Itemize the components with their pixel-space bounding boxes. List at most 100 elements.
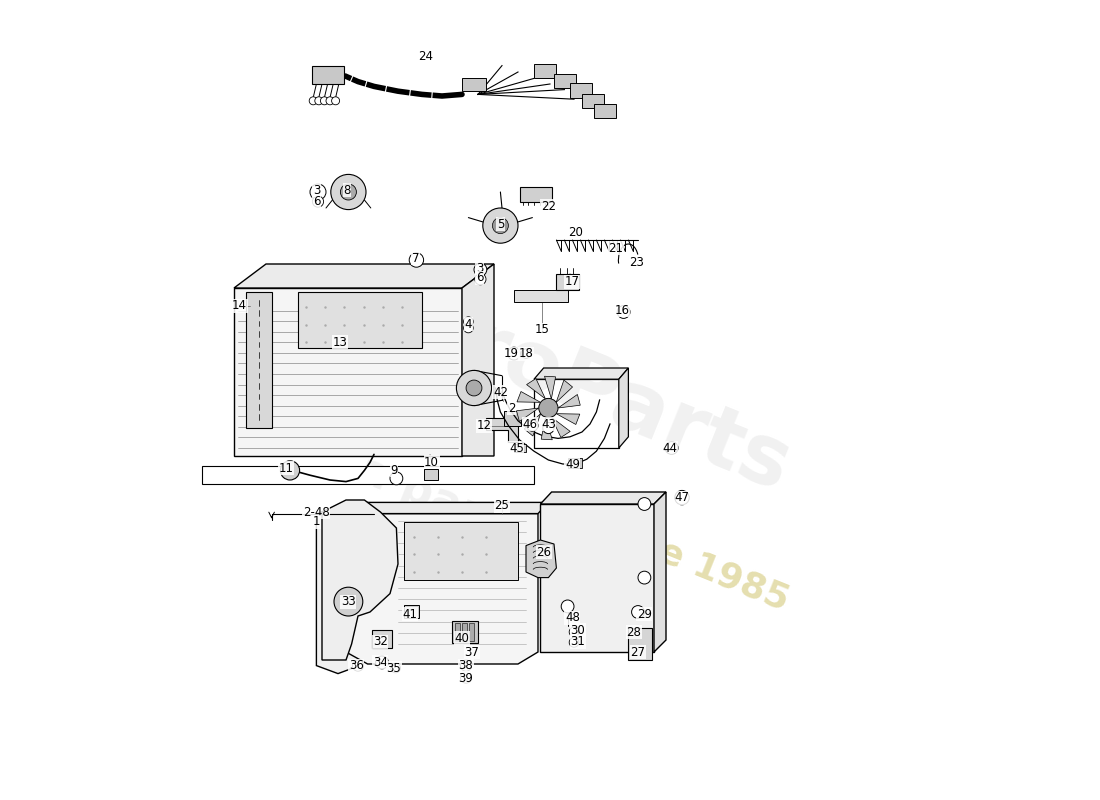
Bar — [628, 632, 638, 640]
Text: 41: 41 — [403, 608, 418, 621]
Bar — [424, 469, 438, 480]
Text: 6: 6 — [312, 195, 320, 208]
Text: 2: 2 — [508, 402, 515, 414]
Circle shape — [352, 660, 364, 671]
Polygon shape — [544, 376, 556, 399]
Polygon shape — [234, 288, 462, 456]
Text: 11: 11 — [278, 462, 294, 474]
Bar — [470, 623, 474, 641]
Circle shape — [310, 184, 326, 200]
Circle shape — [312, 196, 323, 207]
Bar — [557, 274, 579, 290]
Text: 45: 45 — [509, 442, 524, 454]
Polygon shape — [540, 504, 654, 652]
Circle shape — [539, 398, 558, 418]
Circle shape — [617, 306, 630, 318]
Polygon shape — [551, 417, 570, 438]
Polygon shape — [202, 466, 534, 484]
Circle shape — [390, 472, 403, 485]
Polygon shape — [526, 540, 557, 578]
Circle shape — [542, 422, 554, 434]
Circle shape — [527, 420, 538, 431]
Text: 30: 30 — [571, 624, 585, 637]
Text: 16: 16 — [615, 304, 629, 317]
Bar — [514, 444, 526, 452]
Polygon shape — [346, 514, 538, 664]
Text: 47: 47 — [674, 491, 690, 504]
Polygon shape — [405, 522, 518, 580]
Bar — [462, 78, 486, 91]
Bar — [594, 104, 616, 118]
Text: 4: 4 — [464, 318, 472, 330]
Circle shape — [674, 490, 690, 505]
Circle shape — [561, 600, 574, 613]
Polygon shape — [541, 417, 552, 440]
Circle shape — [390, 663, 400, 673]
Circle shape — [507, 347, 520, 360]
Polygon shape — [517, 391, 540, 402]
Circle shape — [638, 637, 651, 650]
Text: 2-48: 2-48 — [302, 506, 330, 518]
Circle shape — [569, 627, 579, 637]
Bar — [534, 64, 557, 78]
Polygon shape — [322, 500, 398, 660]
Circle shape — [631, 606, 645, 618]
Bar — [504, 411, 521, 426]
Circle shape — [666, 442, 678, 454]
Text: 25: 25 — [495, 499, 509, 512]
Text: 9: 9 — [390, 464, 398, 477]
Circle shape — [280, 461, 299, 480]
Bar — [373, 630, 393, 648]
Circle shape — [493, 218, 508, 234]
Bar — [568, 458, 582, 468]
Bar — [519, 187, 551, 202]
Circle shape — [375, 656, 388, 669]
Text: 29: 29 — [637, 608, 652, 621]
Bar — [514, 290, 569, 302]
Text: 5: 5 — [497, 218, 504, 230]
Circle shape — [474, 263, 487, 276]
Text: 3: 3 — [476, 262, 483, 274]
Bar — [454, 623, 460, 641]
Polygon shape — [540, 492, 666, 504]
Circle shape — [334, 587, 363, 616]
Text: 15: 15 — [535, 323, 549, 336]
Text: 31: 31 — [571, 635, 585, 648]
Polygon shape — [346, 502, 549, 514]
Text: 13: 13 — [333, 336, 348, 349]
Polygon shape — [619, 368, 628, 448]
Text: 49: 49 — [565, 458, 580, 470]
Circle shape — [483, 208, 518, 243]
Polygon shape — [534, 368, 628, 379]
Text: 43: 43 — [541, 418, 556, 430]
Circle shape — [309, 97, 317, 105]
Text: euroParts: euroParts — [345, 260, 803, 508]
Text: 22: 22 — [541, 200, 556, 213]
Text: 3: 3 — [312, 184, 320, 197]
Text: 23: 23 — [629, 256, 644, 269]
Text: 10: 10 — [425, 456, 439, 469]
Polygon shape — [557, 380, 573, 402]
Circle shape — [463, 317, 473, 326]
Circle shape — [331, 174, 366, 210]
Circle shape — [461, 660, 472, 671]
Polygon shape — [527, 378, 546, 399]
Text: 39: 39 — [459, 672, 473, 685]
Text: 32: 32 — [373, 635, 388, 648]
Text: 35: 35 — [386, 662, 402, 674]
Circle shape — [466, 380, 482, 396]
Circle shape — [463, 323, 473, 333]
Circle shape — [331, 97, 340, 105]
Text: 48: 48 — [565, 611, 580, 624]
Text: 21: 21 — [608, 242, 623, 254]
Text: a part: a part — [352, 448, 508, 544]
Text: 8: 8 — [343, 184, 351, 197]
Text: 26: 26 — [536, 546, 551, 558]
Polygon shape — [298, 292, 422, 348]
Circle shape — [638, 571, 651, 584]
Text: 42: 42 — [493, 386, 508, 398]
Circle shape — [320, 97, 329, 105]
Text: 33: 33 — [341, 595, 355, 608]
Text: 20: 20 — [569, 226, 583, 238]
Text: 19: 19 — [504, 347, 519, 360]
